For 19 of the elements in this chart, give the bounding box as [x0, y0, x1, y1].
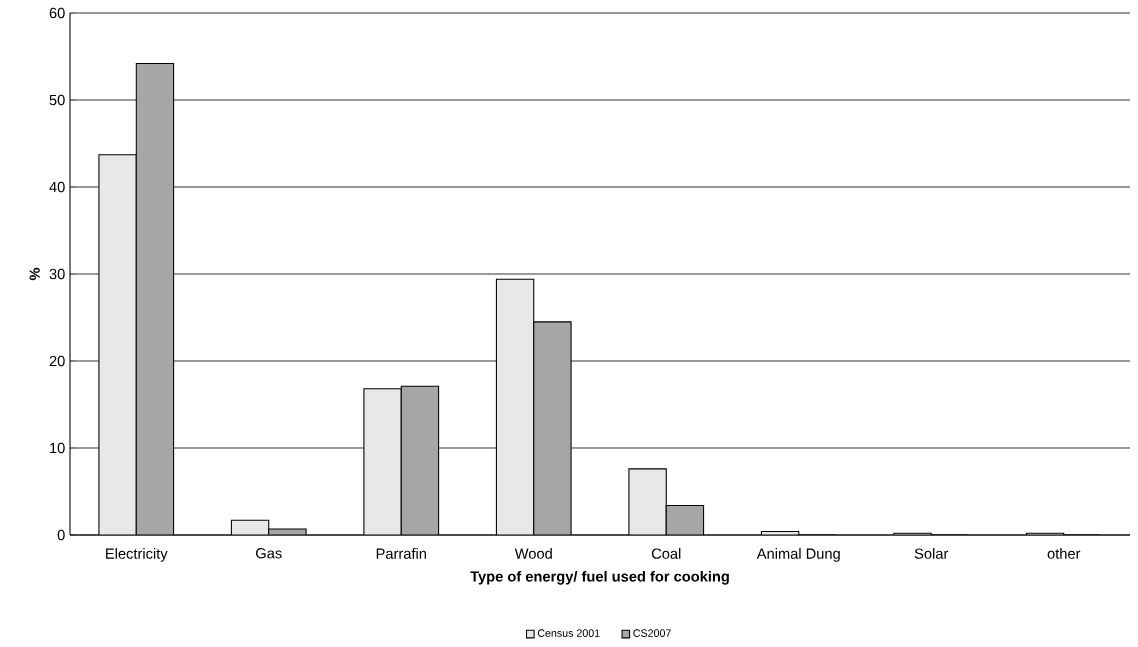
legend-label: Census 2001: [537, 629, 600, 637]
y-tick-label: 40: [49, 181, 65, 193]
x-tick-label: other: [1047, 548, 1081, 559]
x-tick-label: Animal Dung: [756, 548, 840, 562]
x-tick-label: Coal: [651, 548, 681, 559]
x-tick-label: Gas: [256, 548, 282, 559]
x-tick-label: Parrafin: [376, 548, 426, 559]
x-axis-title: Type of energy/ fuel used for cooking: [470, 570, 729, 585]
legend-label: CS2007: [633, 629, 671, 637]
x-tick-label: Wood: [514, 548, 552, 559]
y-tick-label: 0: [57, 529, 65, 541]
y-tick-label: 10: [50, 442, 65, 454]
y-tick-label: 20: [49, 355, 65, 367]
x-tick-label: Electricity: [106, 548, 168, 562]
y-tick-label: 30: [49, 268, 65, 280]
x-tick-label: Solar: [914, 548, 949, 559]
y-axis-title: %: [29, 267, 40, 281]
y-tick-label: 60: [49, 7, 65, 19]
y-tick-label: 50: [49, 94, 65, 106]
